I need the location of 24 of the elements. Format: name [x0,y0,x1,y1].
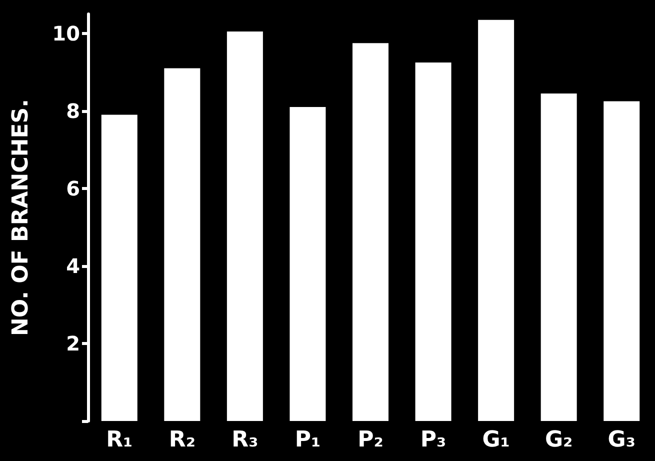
y-tick-label: 8 [66,98,80,123]
bar [415,62,452,421]
bar [290,107,326,421]
x-tick-label: R₁ [106,428,133,452]
bar [226,31,263,421]
x-tick-label: P₂ [358,428,384,452]
bar [101,114,138,421]
y-tick-label: 2 [66,331,80,356]
bar [604,101,640,421]
x-tick-label: G₂ [544,428,573,452]
x-tick-label: P₃ [420,428,446,452]
x-tick-label: P₁ [294,428,321,452]
bar [352,43,388,421]
y-axis-title: NO. OF BRANCHES. [8,99,34,336]
x-tick-label: R₂ [168,428,196,452]
x-tick-label: G₁ [482,428,510,452]
bar [540,93,577,421]
bar [478,20,514,421]
y-tick-label: 6 [66,176,80,200]
y-tick-label: 4 [66,254,80,278]
x-tick-label: R₃ [232,428,258,452]
bar [164,68,200,421]
x-tick-label: G₃ [608,428,636,452]
y-tick-label: 10 [52,21,80,46]
